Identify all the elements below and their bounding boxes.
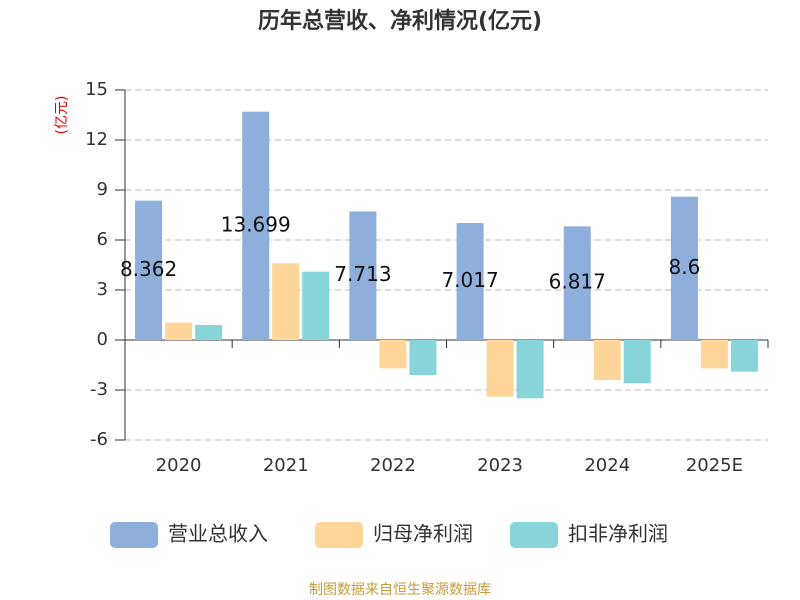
y-tick-label: 6 <box>97 229 108 250</box>
data-label: 8.362 <box>120 257 177 281</box>
y-tick-label: 9 <box>97 179 108 200</box>
legend-swatch <box>315 522 363 548</box>
data-label: 13.699 <box>221 212 291 236</box>
data-label: 7.017 <box>441 268 498 292</box>
y-tick-label: 15 <box>85 79 108 100</box>
bar <box>409 340 437 375</box>
bar <box>730 340 758 372</box>
x-tick-label: 2025E <box>686 455 743 476</box>
bar <box>516 340 544 399</box>
bar <box>486 340 514 397</box>
bar <box>135 200 163 340</box>
x-tick-label: 2021 <box>263 455 309 476</box>
bar <box>379 340 407 369</box>
bar <box>670 196 698 340</box>
bar <box>195 325 223 340</box>
legend-swatch <box>110 522 158 548</box>
bar <box>623 340 651 384</box>
data-label: 6.817 <box>549 270 606 294</box>
x-tick-label: 2024 <box>584 455 630 476</box>
bar <box>456 223 484 340</box>
bar <box>165 322 193 340</box>
y-tick-label: 12 <box>85 129 108 150</box>
bar <box>593 340 621 380</box>
legend-label: 扣非净利润 <box>568 522 668 546</box>
chart-title: 历年总营收、净利情况(亿元) <box>258 8 542 34</box>
bar <box>349 211 377 340</box>
data-label: 8.6 <box>669 255 701 279</box>
y-tick-label: -6 <box>90 429 108 450</box>
bar <box>302 271 330 340</box>
x-tick-label: 2020 <box>156 455 202 476</box>
y-tick-label: -3 <box>90 379 108 400</box>
source-note: 制图数据来自恒生聚源数据库 <box>309 582 491 598</box>
bar <box>242 111 270 340</box>
legend-label: 营业总收入 <box>168 522 268 546</box>
y-tick-label: 3 <box>97 279 108 300</box>
legend-label: 归母净利润 <box>373 522 473 546</box>
x-tick-label: 2022 <box>370 455 416 476</box>
legend-swatch <box>510 522 558 548</box>
y-axis-label: (亿元) <box>54 96 70 135</box>
bar <box>272 263 300 340</box>
bar <box>700 340 728 369</box>
x-tick-label: 2023 <box>477 455 523 476</box>
y-tick-label: 0 <box>97 329 108 350</box>
data-label: 7.713 <box>334 262 391 286</box>
bar <box>563 226 591 340</box>
